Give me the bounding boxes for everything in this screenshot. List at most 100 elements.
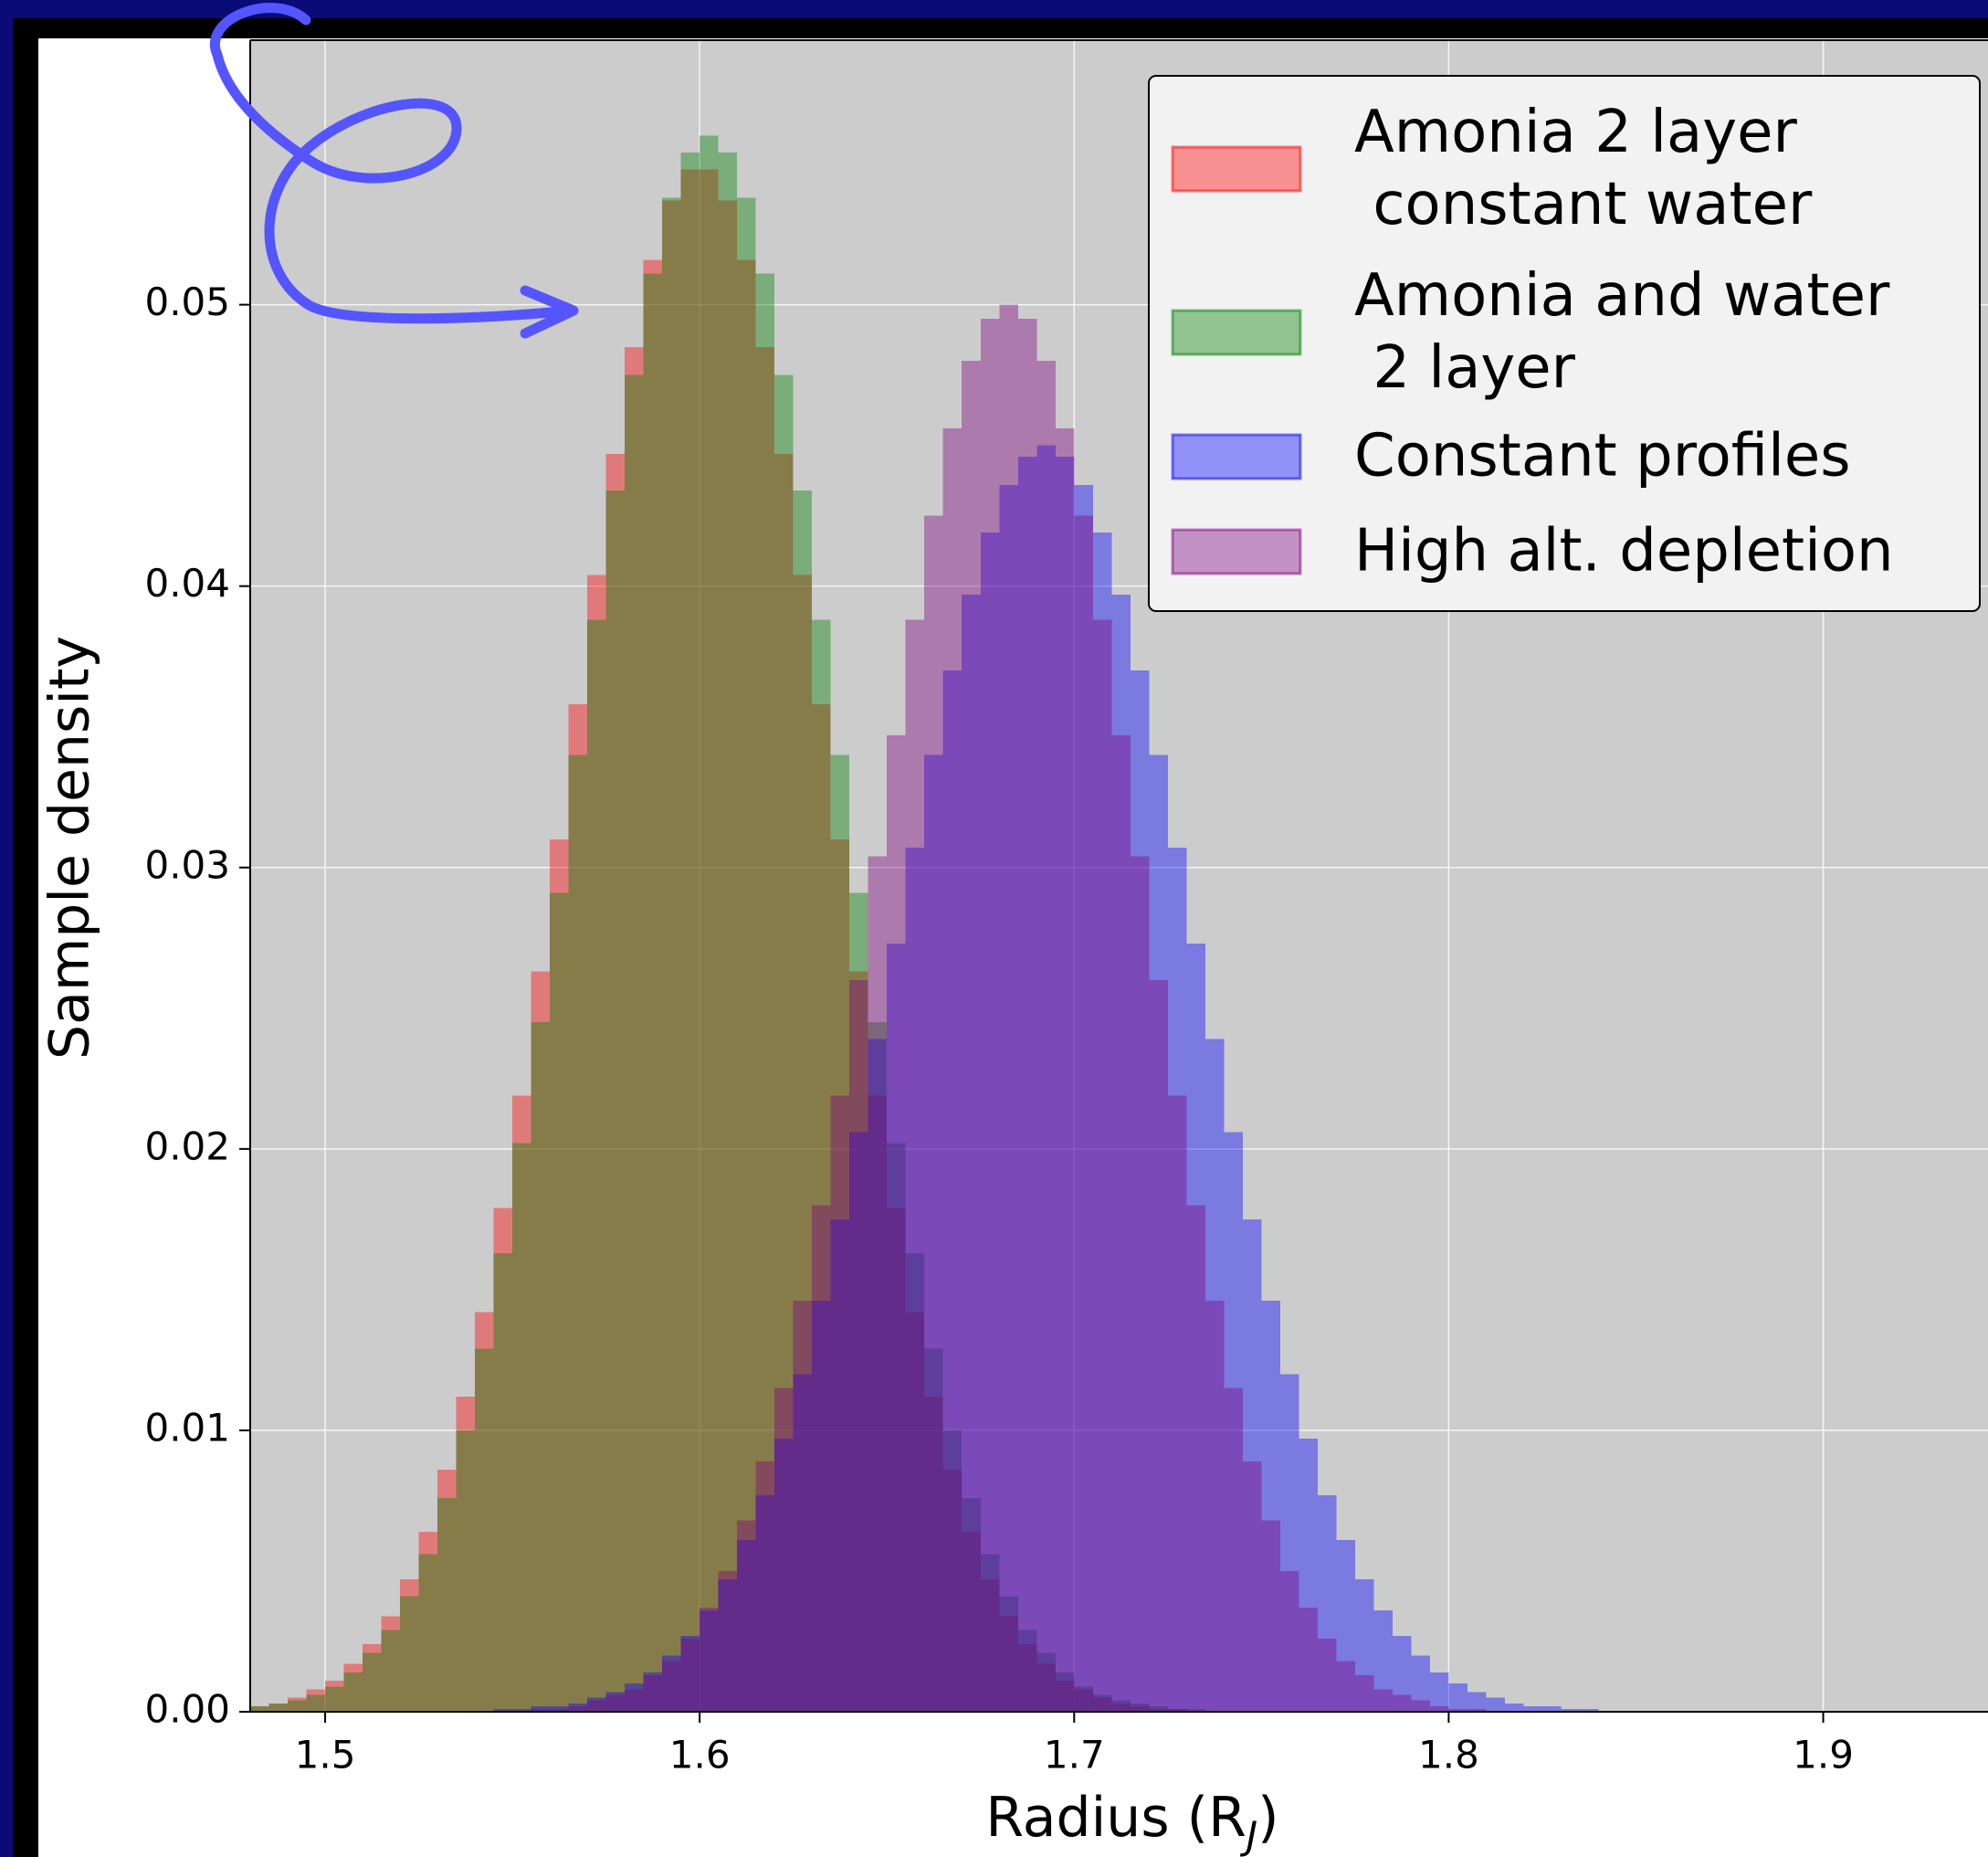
histogram-bar: [718, 153, 738, 1712]
histogram-bar: [568, 1705, 588, 1712]
histogram-bar: [1036, 1663, 1056, 1712]
histogram-bar: [830, 1219, 850, 1712]
histogram-bar: [550, 839, 569, 1712]
histogram-bar: [980, 319, 1000, 1712]
histogram-bar: [1373, 1689, 1393, 1712]
histogram-bar: [699, 135, 719, 1712]
histogram-bar: [288, 1697, 307, 1712]
histogram-bar: [456, 1396, 476, 1712]
histogram-bar: [980, 1554, 1000, 1712]
histogram-bar: [568, 754, 588, 1712]
histogram-bar: [699, 169, 719, 1712]
histogram-bar: [774, 1387, 794, 1712]
histogram-bar: [493, 1208, 513, 1712]
histogram-bar: [1130, 856, 1150, 1712]
histogram-bar: [905, 1312, 925, 1712]
histogram-bar: [849, 892, 868, 1712]
histogram-bar: [1055, 428, 1075, 1712]
histogram-bar: [737, 1520, 756, 1712]
histogram-bar: [774, 453, 794, 1712]
histogram-bar: [793, 1301, 813, 1712]
histogram-bar: [1279, 1570, 1299, 1712]
histogram-bar: [643, 273, 663, 1712]
histogram-bar: [1149, 1708, 1168, 1712]
histogram-bar: [605, 453, 626, 1712]
histogram-bar: [774, 375, 794, 1712]
histogram-bar: [680, 153, 700, 1712]
histogram-bar: [942, 428, 962, 1712]
histogram-bar: [887, 734, 906, 1712]
histogram-bar: [1167, 848, 1187, 1712]
histogram-bar: [306, 1694, 326, 1712]
histogram-bar: [680, 1635, 700, 1712]
histogram-bar: [343, 1672, 363, 1712]
legend-label: Amonia 2 layer constant water: [1354, 99, 1813, 238]
histogram-bar: [662, 1655, 681, 1712]
histogram-bar: [1411, 1700, 1430, 1712]
histogram-bar: [1092, 1694, 1112, 1712]
histogram-bar: [418, 1531, 438, 1712]
histogram-bar: [531, 971, 551, 1712]
histogram-bar: [718, 1570, 738, 1712]
histogram-bar: [1186, 1708, 1205, 1712]
legend-swatch: [1171, 309, 1302, 356]
histogram-bar: [924, 515, 943, 1712]
histogram-bar: [1055, 456, 1075, 1712]
histogram-bar: [1392, 1694, 1412, 1712]
histogram-bar: [793, 1374, 813, 1712]
histogram-bar: [1336, 1540, 1355, 1712]
histogram-bar: [643, 1674, 663, 1712]
histogram-bar: [1261, 1301, 1280, 1712]
histogram-bar: [774, 1439, 794, 1712]
histogram-bar: [1467, 1708, 1487, 1712]
histogram-bar: [643, 1672, 663, 1712]
histogram-bar: [1167, 1708, 1187, 1712]
histogram-bar: [868, 1039, 888, 1712]
histogram-bar: [718, 1579, 738, 1712]
histogram-bar: [980, 1579, 1000, 1712]
histogram-bar: [1074, 1686, 1093, 1712]
histogram-bar: [830, 754, 850, 1712]
histogram-bar: [1429, 1705, 1449, 1712]
histogram-bar: [343, 1663, 363, 1712]
annotation-arrowhead: [520, 285, 579, 339]
histogram-bar: [531, 1705, 551, 1712]
histogram-bar: [1261, 1520, 1280, 1712]
histogram-bar: [755, 1461, 775, 1712]
histogram-bar: [868, 856, 888, 1712]
histogram-bar: [942, 1470, 962, 1712]
histogram-bar: [531, 1708, 551, 1712]
histogram-bar: [363, 1652, 382, 1712]
histogram-bar: [605, 490, 626, 1712]
histogram-bar: [1036, 445, 1056, 1712]
histogram-bar: [812, 1301, 831, 1712]
histogram-bar: [625, 1683, 644, 1712]
histogram-bar: [755, 1494, 775, 1712]
histogram-bar: [625, 1689, 644, 1712]
histogram-bar: [699, 1608, 719, 1712]
histogram-bar: [999, 1596, 1018, 1712]
histogram-bar: [550, 1708, 569, 1712]
legend-label: Constant profiles: [1354, 422, 1851, 491]
x-tick-label: 1.9: [1793, 1733, 1854, 1778]
x-tick-label: 1.5: [295, 1733, 356, 1778]
histogram-bar: [268, 1703, 289, 1712]
histogram-bar: [1092, 619, 1112, 1712]
histogram-bar: [1486, 1697, 1505, 1712]
y-tick-label: 0.00: [144, 1687, 230, 1732]
legend-swatch: [1171, 433, 1302, 480]
histogram-bar: [1111, 1700, 1131, 1712]
histogram-bar: [1523, 1705, 1542, 1712]
x-tick-label: 1.6: [669, 1733, 731, 1778]
histogram-bar: [250, 1705, 269, 1712]
histogram-bar: [1074, 1689, 1093, 1712]
histogram-bar: [962, 1531, 981, 1712]
histogram-bar: [1242, 1461, 1262, 1712]
y-axis-label: Sample density: [38, 636, 102, 1060]
histogram-bar: [962, 361, 981, 1712]
histogram-bar: [325, 1681, 344, 1712]
histogram-bar: [999, 304, 1018, 1712]
histogram-bar: [1448, 1708, 1467, 1712]
histogram-bar: [662, 200, 681, 1712]
histogram-bar: [1017, 1644, 1037, 1712]
